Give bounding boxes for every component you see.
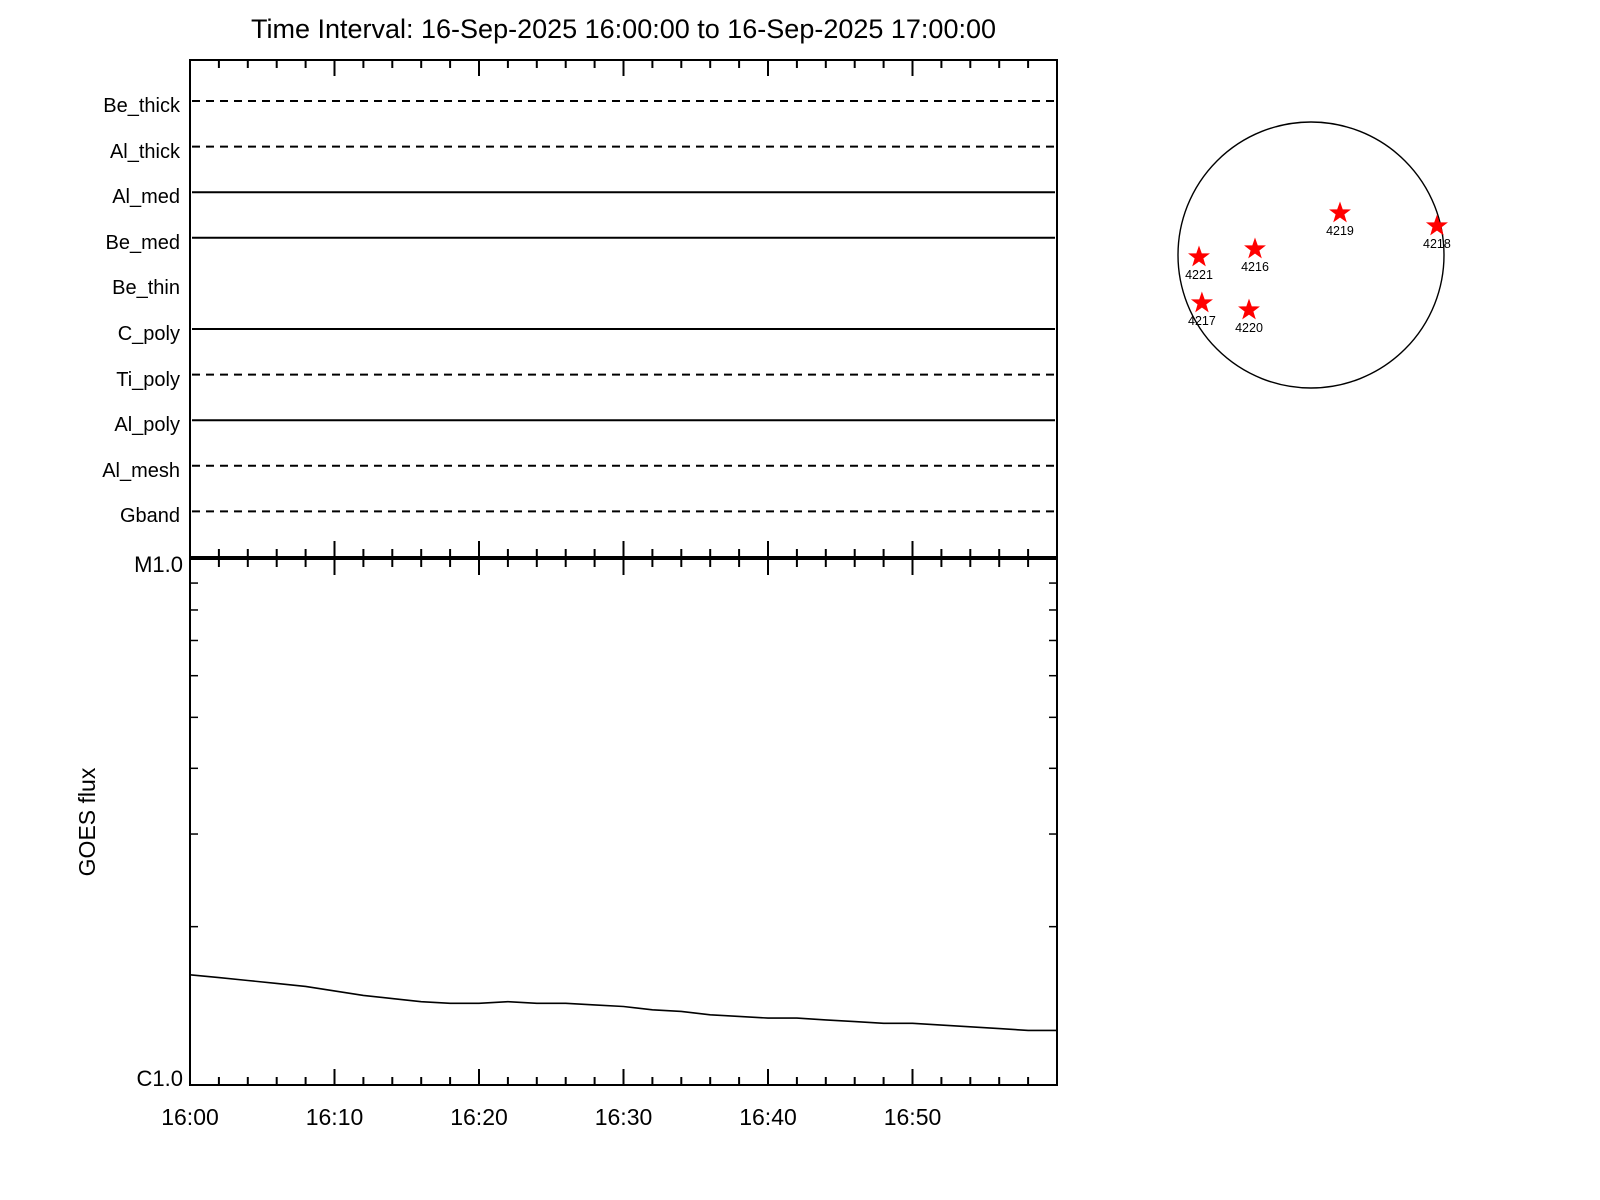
active-region-star-4221 xyxy=(1188,245,1210,267)
goes-ymax-label: M1.0 xyxy=(134,552,183,577)
goes-flux-curve xyxy=(189,974,1057,1032)
x-tick-label-16:50: 16:50 xyxy=(883,1104,942,1130)
filter-label-Ti_poly: Ti_poly xyxy=(116,368,180,391)
active-region-star-4219 xyxy=(1329,201,1351,223)
active-region-star-4220 xyxy=(1238,298,1260,320)
filter-label-Al_poly: Al_poly xyxy=(114,414,180,437)
active-region-star-4217 xyxy=(1190,291,1213,313)
filter-label-Be_med: Be_med xyxy=(105,231,181,254)
active-region-star-4216 xyxy=(1244,237,1266,259)
active-region-label-4219: 4219 xyxy=(1326,224,1354,238)
filter-label-Gband: Gband xyxy=(119,505,180,528)
solar-disk-limb xyxy=(1177,121,1445,389)
active-region-label-4216: 4216 xyxy=(1241,260,1269,274)
active-region-label-4220: 4220 xyxy=(1235,321,1263,335)
active-region-label-4217: 4217 xyxy=(1188,314,1216,328)
chart-title: Time Interval: 16-Sep-2025 16:00:00 to 1… xyxy=(250,14,996,44)
x-tick-label-16:00: 16:00 xyxy=(161,1104,219,1130)
active-region-star-4218 xyxy=(1425,214,1448,236)
filter-label-Be_thin: Be_thin xyxy=(112,277,180,300)
x-tick-label-16:10: 16:10 xyxy=(305,1104,364,1130)
x-tick-label-16:20: 16:20 xyxy=(450,1104,508,1130)
active-region-label-4221: 4221 xyxy=(1185,268,1213,282)
filter-label-Al_mesh: Al_mesh xyxy=(102,459,180,482)
x-tick-label-16:30: 16:30 xyxy=(594,1104,653,1130)
filter-label-Be_thick: Be_thick xyxy=(103,95,180,117)
x-tick-label-16:40: 16:40 xyxy=(739,1104,797,1130)
goes-y-axis-title: GOES flux xyxy=(74,767,100,877)
active-region-label-4218: 4218 xyxy=(1423,237,1451,251)
filter-label-Al_thick: Al_thick xyxy=(109,140,180,163)
filter-label-C_poly: C_poly xyxy=(117,323,180,345)
filter-label-Al_med: Al_med xyxy=(112,186,180,209)
goes-ymin-label: C1.0 xyxy=(136,1066,183,1091)
